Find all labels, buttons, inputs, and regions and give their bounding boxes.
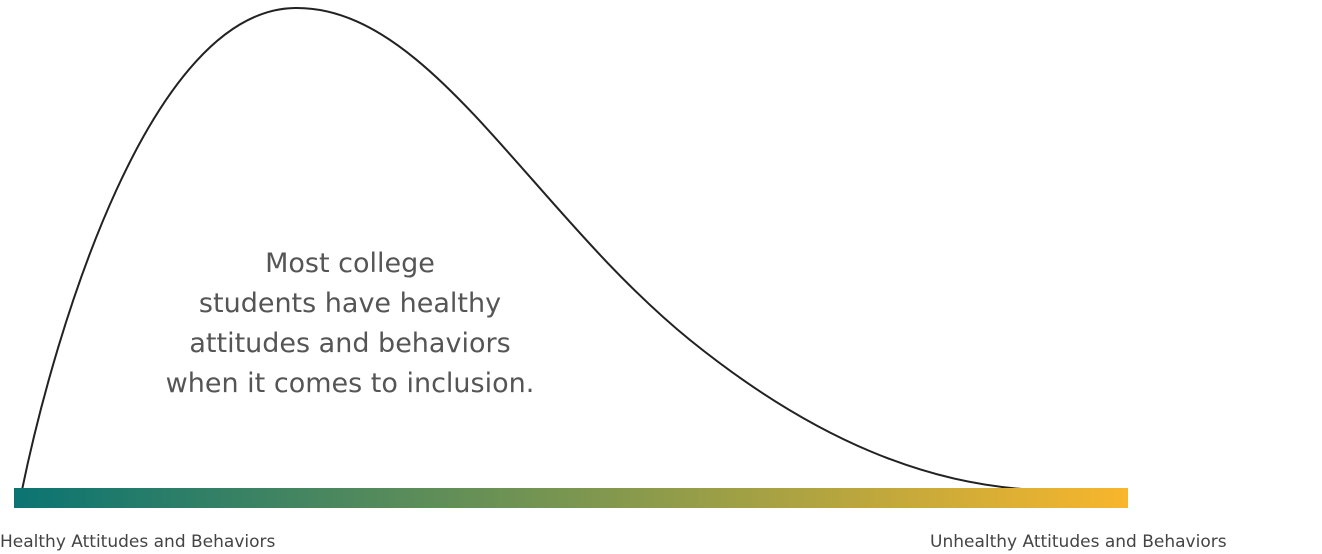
scale-bar xyxy=(14,488,1128,508)
message: Most college students have healthy attitud… xyxy=(166,248,535,399)
right-label: Unhealthy Attitudes and Behaviors xyxy=(930,532,1227,552)
left-label: Healthy Attitudes and Behaviors xyxy=(0,532,275,552)
message-line: students have healthy xyxy=(199,288,501,319)
message-line: attitudes and behaviors xyxy=(189,328,510,359)
distribution-curve xyxy=(21,6,1023,491)
message-line: when it comes to inclusion. xyxy=(166,368,535,399)
message-line: Most college xyxy=(265,248,435,279)
